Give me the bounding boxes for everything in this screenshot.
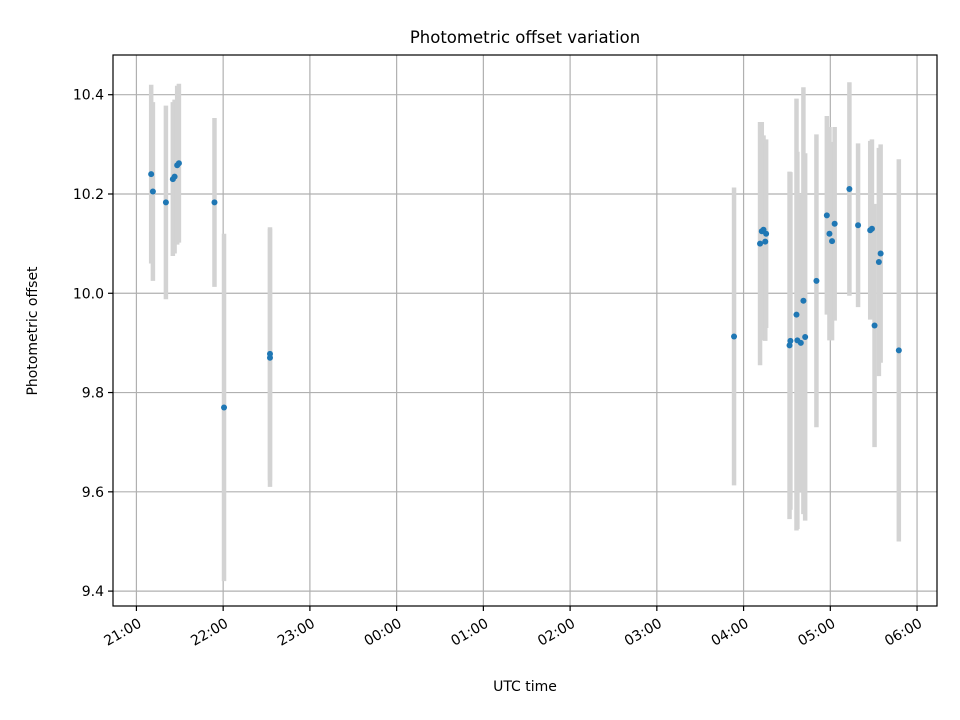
data-point xyxy=(800,297,807,304)
data-point xyxy=(266,350,273,357)
data-point xyxy=(868,225,875,232)
data-point xyxy=(762,238,769,245)
data-point xyxy=(763,230,770,237)
data-point xyxy=(826,230,833,237)
data-point xyxy=(211,199,218,206)
data-point xyxy=(797,339,804,346)
data-point xyxy=(149,188,156,195)
data-point xyxy=(148,171,155,178)
data-point xyxy=(831,220,838,227)
y-axis-label: Photometric offset xyxy=(25,266,41,396)
data-point xyxy=(895,347,902,354)
y-tick-label: 9.8 xyxy=(82,386,104,402)
data-point xyxy=(786,342,793,349)
data-point xyxy=(875,258,882,265)
y-tick-label: 10.0 xyxy=(73,286,104,302)
y-tick-label: 10.4 xyxy=(73,88,104,104)
data-point xyxy=(175,160,182,167)
plot-frame xyxy=(112,54,938,607)
data-point xyxy=(871,322,878,329)
data-point xyxy=(802,333,809,340)
data-point xyxy=(757,240,764,247)
x-axis-label: UTC time xyxy=(493,679,557,695)
data-point xyxy=(162,199,169,206)
chart-title: Photometric offset variation xyxy=(410,28,640,47)
y-tick-label: 10.2 xyxy=(73,187,104,203)
data-point xyxy=(793,311,800,318)
data-points xyxy=(148,160,902,411)
data-point xyxy=(731,333,738,340)
data-point xyxy=(171,173,178,180)
data-point xyxy=(855,222,862,229)
data-point xyxy=(846,186,853,193)
y-tick-label: 9.4 xyxy=(82,584,104,600)
data-point xyxy=(877,250,884,257)
y-axis-ticks: 9.4 9.6 9.8 10.0 10.2 10.4 xyxy=(73,88,113,600)
data-point xyxy=(829,238,836,245)
data-point xyxy=(221,404,228,411)
data-point xyxy=(823,212,830,219)
y-tick-label: 9.6 xyxy=(82,485,104,501)
data-point xyxy=(787,337,794,344)
data-point xyxy=(813,277,820,284)
